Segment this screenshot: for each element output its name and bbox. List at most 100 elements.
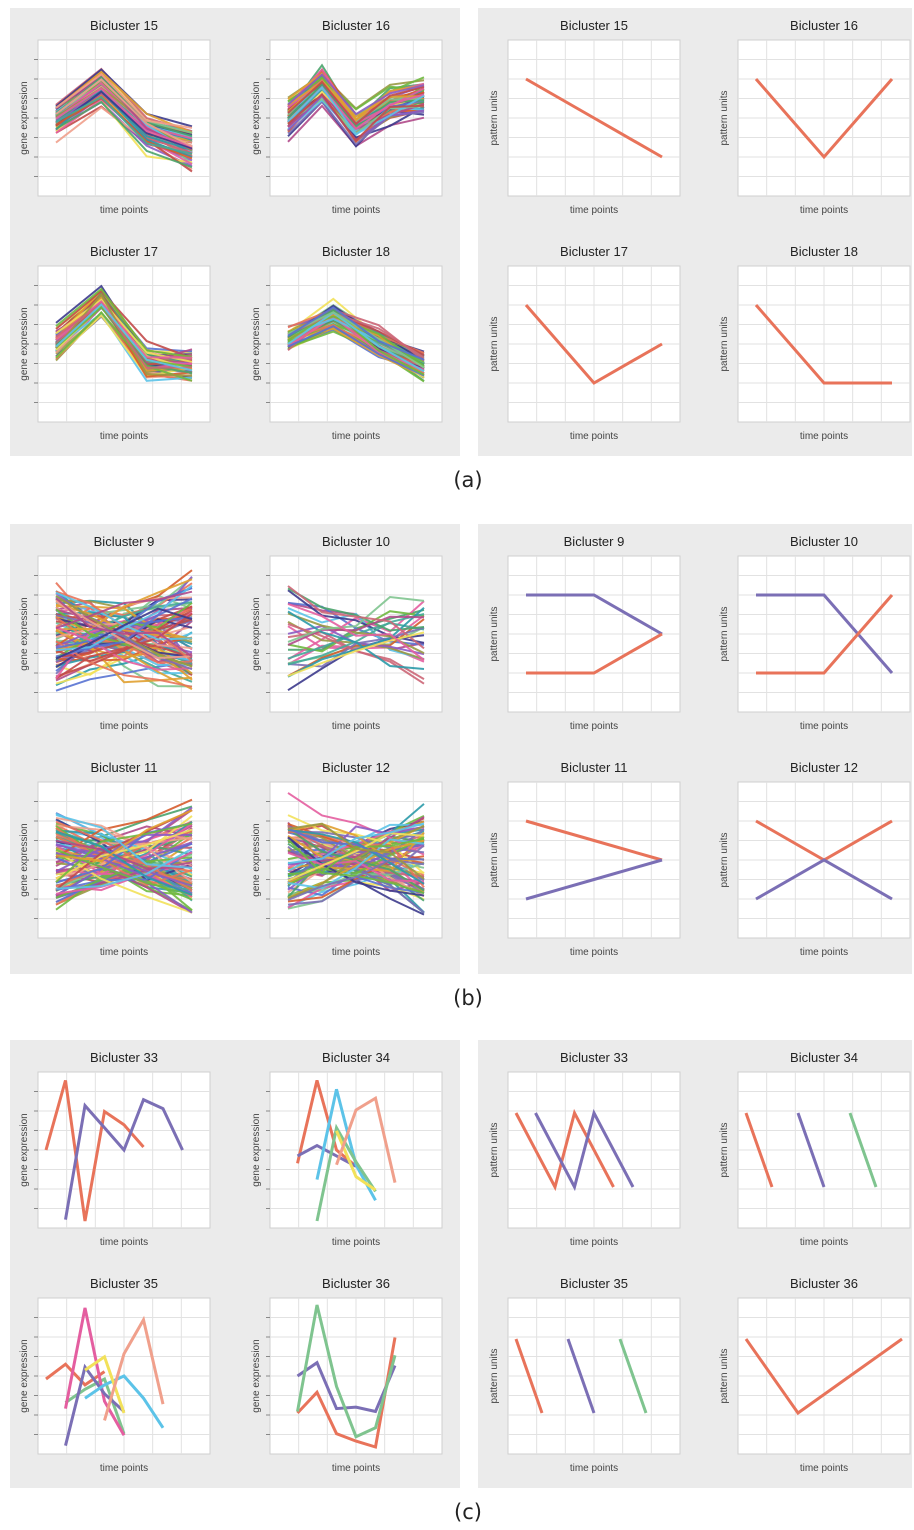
series-line-purple: [296, 1143, 357, 1168]
pattern-series-line-orange: [756, 594, 894, 675]
pattern-series-line-purple: [525, 858, 663, 901]
chart-title: Bicluster 16: [790, 18, 858, 33]
series-line-salmon: [335, 1095, 397, 1183]
grid: [508, 1298, 680, 1454]
series-lines: [514, 1338, 648, 1414]
grid: [270, 1072, 442, 1228]
gene-profile-line: [287, 72, 425, 122]
series-lines: [754, 304, 892, 385]
pattern-chart-bicluster-35: Bicluster 35 time points pattern units: [489, 1276, 681, 1474]
chart-title: Bicluster 16: [322, 18, 390, 33]
chart-title: Bicluster 35: [90, 1276, 158, 1291]
series-line-purple: [566, 1338, 596, 1414]
pattern-chart-bicluster-18: Bicluster 18 time points pattern units: [719, 244, 911, 442]
gene-profile-line: [55, 100, 193, 169]
series-lines: [296, 1304, 397, 1449]
chart-title: Bicluster 11: [91, 760, 158, 775]
y-axis-label: pattern units: [719, 90, 730, 145]
gene-profile-line: [287, 607, 425, 678]
chart-title: Bicluster 9: [564, 534, 625, 549]
series-line-orange: [514, 1338, 544, 1414]
gene-profile-line: [55, 578, 193, 631]
chart-title: Bicluster 12: [790, 760, 858, 775]
gene-profile-line: [287, 827, 425, 861]
pattern-chart-bicluster-34: Bicluster 34 time points pattern units: [719, 1050, 911, 1248]
y-axis-label: gene expression: [251, 307, 262, 380]
series-line-orange: [296, 1337, 397, 1449]
y-axis-label: gene expression: [19, 1339, 30, 1412]
expression-chart-bicluster-9: Bicluster 9 time points gene expression: [19, 534, 211, 732]
y-axis-label: gene expression: [19, 81, 30, 154]
series-line-orange: [744, 1112, 774, 1188]
expression-chart-bicluster-16: Bicluster 16 time points gene expression: [251, 18, 443, 216]
series-lines: [287, 792, 425, 916]
series-line-salmon: [103, 1315, 165, 1421]
group-label-a: (a): [453, 468, 483, 492]
y-axis-label: pattern units: [719, 832, 730, 887]
pattern-series-line-orange: [525, 77, 663, 159]
grid: [508, 266, 680, 422]
pattern-series-line-purple: [755, 858, 893, 901]
series-line-green: [315, 1123, 377, 1222]
chart-title: Bicluster 33: [560, 1050, 628, 1065]
pattern-chart-bicluster-17: Bicluster 17 time points pattern units: [489, 244, 681, 442]
x-axis-label: time points: [800, 947, 848, 958]
chart-title: Bicluster 9: [94, 534, 155, 549]
x-axis-label: time points: [332, 947, 380, 958]
y-axis-label: gene expression: [251, 1113, 262, 1186]
series-line-green: [64, 1376, 126, 1435]
gene-profile-line: [55, 828, 193, 880]
gene-profile-line: [55, 289, 193, 359]
expression-chart-bicluster-12: Bicluster 12 time points gene expression: [251, 760, 443, 958]
gene-profile-line: [55, 72, 193, 129]
grid: [738, 782, 910, 938]
gene-profile-line: [287, 77, 425, 111]
x-axis-label: time points: [332, 205, 380, 216]
gene-profile-line: [55, 597, 193, 658]
series-line-purple: [64, 1097, 184, 1220]
gene-profile-line: [287, 85, 425, 136]
pattern-chart-bicluster-33: Bicluster 33 time points pattern units: [489, 1050, 681, 1248]
pattern-chart-bicluster-10: Bicluster 10 time points pattern units: [719, 534, 911, 732]
gene-profile-line: [287, 822, 425, 865]
expression-chart-bicluster-17: Bicluster 17 time points gene expression: [19, 244, 211, 442]
pattern-series-line-purple: [526, 593, 663, 636]
y-axis-label: pattern units: [489, 1348, 500, 1403]
x-axis-label: time points: [100, 431, 148, 442]
x-axis-label: time points: [570, 1237, 618, 1248]
gene-profile-line: [287, 838, 425, 890]
series-lines: [525, 819, 663, 901]
gene-profile-line: [55, 839, 193, 870]
gene-profile-line: [55, 599, 193, 660]
x-axis-label: time points: [800, 721, 848, 732]
chart-title: Bicluster 17: [90, 244, 158, 259]
y-axis-label: gene expression: [251, 597, 262, 670]
x-axis-label: time points: [332, 721, 380, 732]
expression-chart-bicluster-36: Bicluster 36 time points gene expression: [251, 1276, 443, 1474]
gene-profile-line: [287, 832, 425, 882]
gene-profile-line: [287, 844, 425, 906]
x-axis-label: time points: [570, 947, 618, 958]
y-axis-label: gene expression: [19, 823, 30, 896]
y-axis-label: gene expression: [19, 597, 30, 670]
y-axis-label: pattern units: [719, 316, 730, 371]
group-label-b: (b): [453, 986, 483, 1010]
y-axis-label: pattern units: [489, 1122, 500, 1177]
series-line-blue: [84, 1374, 165, 1429]
grid: [738, 40, 910, 196]
series-lines: [514, 1108, 635, 1192]
gene-profile-line: [287, 311, 425, 369]
y-axis-label: pattern units: [719, 1348, 730, 1403]
chart-title: Bicluster 33: [90, 1050, 158, 1065]
y-axis-label: pattern units: [719, 1122, 730, 1177]
chart-title: Bicluster 10: [790, 534, 858, 549]
gene-profile-line: [55, 607, 193, 660]
x-axis-label: time points: [800, 431, 848, 442]
group-label-c: (c): [454, 1500, 482, 1524]
x-axis-label: time points: [570, 431, 618, 442]
gene-profile-line: [55, 626, 193, 671]
series-line-orange: [514, 1108, 615, 1192]
series-lines: [55, 569, 193, 692]
gene-profile-line: [55, 302, 193, 369]
